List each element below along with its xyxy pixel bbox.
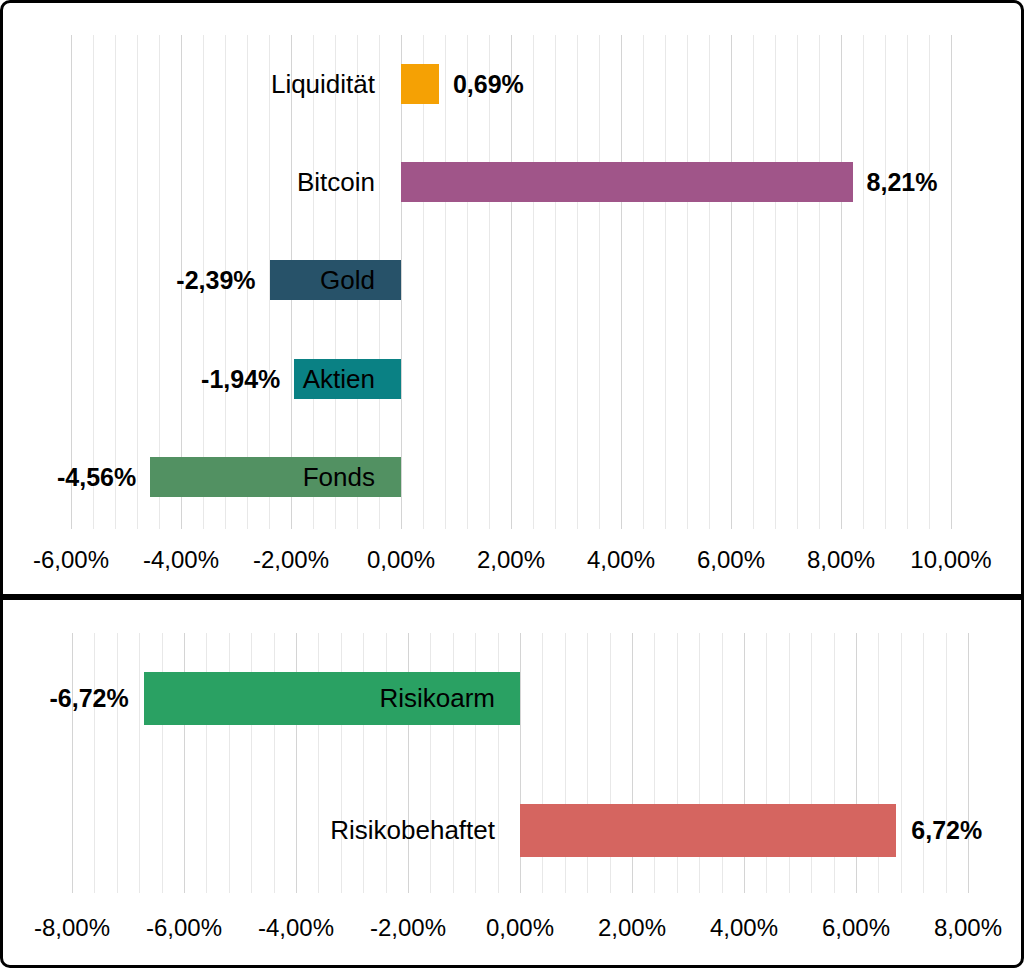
- minor-gridline: [709, 35, 710, 529]
- minor-gridline: [753, 35, 754, 529]
- minor-gridline: [533, 35, 534, 529]
- minor-gridline: [489, 35, 490, 529]
- category-label-bitcoin: Bitcoin: [75, 162, 375, 202]
- value-label-aktien: -1,94%: [0, 359, 280, 399]
- x-axis-tick-label: 8,00%: [781, 545, 901, 575]
- minor-gridline: [687, 35, 688, 529]
- x-axis-tick-label: 2,00%: [572, 913, 692, 943]
- major-gridline: [621, 35, 622, 529]
- x-axis-tick-label: -2,00%: [231, 545, 351, 575]
- dual-bar-chart-image: Liquidität0,69%Bitcoin8,21%Gold-2,39%Akt…: [0, 0, 1024, 968]
- value-label-risikoarm: -6,72%: [0, 672, 129, 725]
- major-gridline: [731, 35, 732, 529]
- x-axis-tick-label: -4,00%: [121, 545, 241, 575]
- minor-gridline: [907, 35, 908, 529]
- major-gridline: [841, 35, 842, 529]
- value-label-bitcoin: 8,21%: [867, 162, 938, 202]
- minor-gridline: [555, 35, 556, 529]
- minor-gridline: [467, 35, 468, 529]
- minor-gridline: [901, 633, 902, 893]
- bar-risikobehaftet: [520, 804, 896, 857]
- x-axis-tick-label: 4,00%: [684, 913, 804, 943]
- value-label-liquidität: 0,69%: [453, 64, 524, 104]
- x-axis-tick-label: 6,00%: [671, 545, 791, 575]
- category-label-risikoarm: Risikoarm: [195, 672, 495, 725]
- x-axis-tick-label: 2,00%: [451, 545, 571, 575]
- value-label-fonds: -4,56%: [0, 457, 136, 497]
- minor-gridline: [139, 633, 140, 893]
- major-gridline: [401, 35, 402, 529]
- category-label-risikobehaftet: Risikobehaftet: [195, 804, 495, 857]
- value-label-risikobehaftet: 6,72%: [911, 804, 982, 857]
- x-axis-tick-label: 8,00%: [908, 913, 1024, 943]
- bar-liquidität: [401, 64, 439, 104]
- x-axis-tick-label: -2,00%: [348, 913, 468, 943]
- minor-gridline: [819, 35, 820, 529]
- x-axis-tick-label: 10,00%: [891, 545, 1011, 575]
- minor-gridline: [863, 35, 864, 529]
- minor-gridline: [929, 35, 930, 529]
- minor-gridline: [797, 35, 798, 529]
- x-axis-tick-label: -4,00%: [236, 913, 356, 943]
- x-axis-tick-label: -6,00%: [124, 913, 244, 943]
- minor-gridline: [665, 35, 666, 529]
- minor-gridline: [577, 35, 578, 529]
- category-label-liquidität: Liquidität: [75, 64, 375, 104]
- minor-gridline: [599, 35, 600, 529]
- minor-gridline: [885, 35, 886, 529]
- minor-gridline: [643, 35, 644, 529]
- x-axis-tick-label: 0,00%: [341, 545, 461, 575]
- x-axis-tick-label: 0,00%: [460, 913, 580, 943]
- asset-performance-chart-panel: Liquidität0,69%Bitcoin8,21%Gold-2,39%Akt…: [0, 0, 1024, 597]
- x-axis-tick-label: -8,00%: [12, 913, 132, 943]
- x-axis-tick-label: -6,00%: [11, 545, 131, 575]
- x-axis-tick-label: 4,00%: [561, 545, 681, 575]
- minor-gridline: [445, 35, 446, 529]
- risk-split-chart-panel: Risikoarm -6,72% Risikobehaftet 6,72% -8,00%…: [0, 597, 1024, 968]
- major-gridline: [511, 35, 512, 529]
- x-axis-tick-label: 6,00%: [796, 913, 916, 943]
- value-label-gold: -2,39%: [0, 260, 256, 300]
- bar-bitcoin: [401, 162, 853, 202]
- minor-gridline: [775, 35, 776, 529]
- major-gridline: [951, 35, 952, 529]
- minor-gridline: [423, 35, 424, 529]
